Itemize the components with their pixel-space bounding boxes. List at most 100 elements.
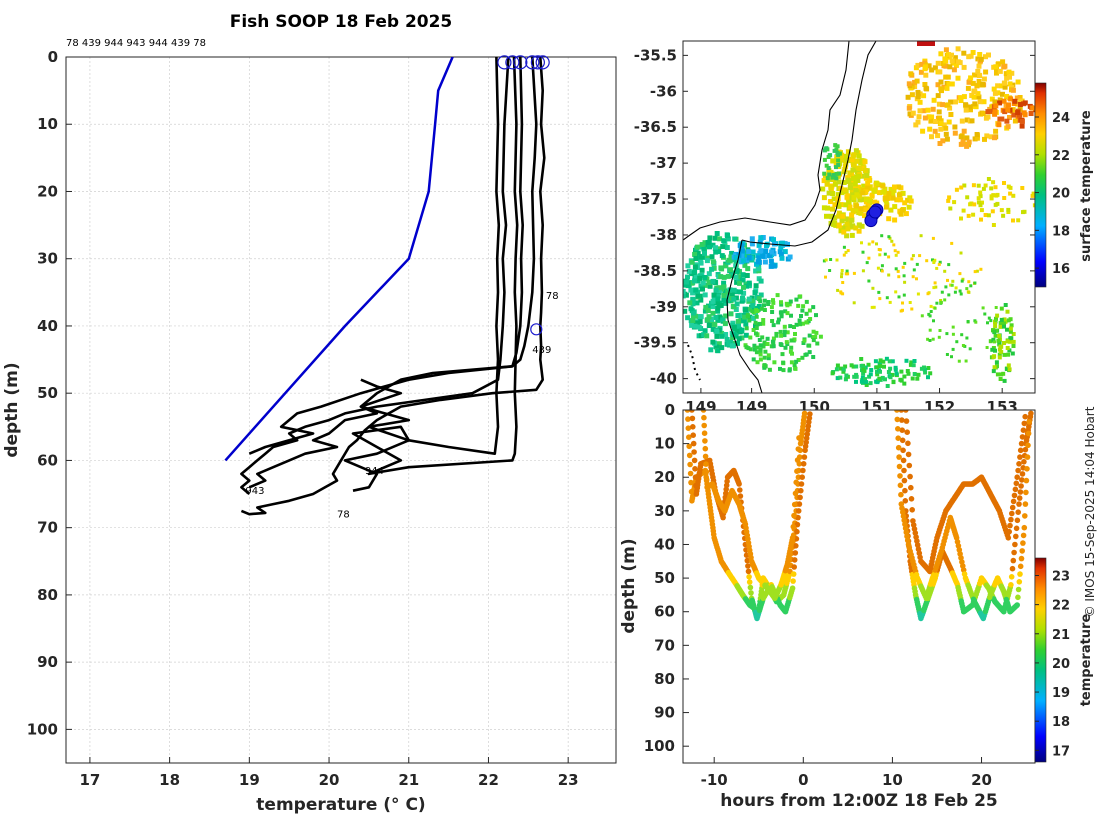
- sst-pixel: [915, 94, 921, 100]
- sst-pixel: [886, 216, 892, 222]
- sst-pixel: [968, 347, 972, 351]
- sst-pixel: [849, 157, 855, 162]
- sst-pixel: [830, 371, 835, 376]
- sst-pixel: [885, 296, 889, 300]
- sst-pixel: [891, 187, 897, 193]
- sst-pixel: [840, 272, 844, 276]
- sst-pixel: [887, 255, 891, 259]
- sst-pixel: [867, 374, 872, 379]
- sst-pixel: [1016, 218, 1021, 223]
- sst-pixel: [919, 366, 924, 371]
- sst-pixel: [751, 357, 756, 362]
- sst-pixel: [732, 236, 738, 242]
- sst-pixel: [907, 195, 913, 201]
- profile-label: 439: [532, 345, 551, 356]
- sst-pixel: [989, 96, 995, 102]
- sst-pixel: [917, 41, 935, 46]
- sst-pixel: [1007, 81, 1013, 87]
- sst-pixel: [981, 306, 985, 310]
- sst-pixel: [1010, 107, 1016, 113]
- sst-pixel: [702, 275, 708, 280]
- sst-pixel: [843, 364, 848, 369]
- sst-pixel: [785, 311, 790, 316]
- sst-pixel: [721, 284, 727, 290]
- sst-pixel: [835, 376, 840, 381]
- map-y-tick-label: -36: [650, 82, 677, 100]
- sst-pixel: [771, 300, 776, 305]
- section-point: [1018, 483, 1024, 489]
- sst-pixel: [892, 184, 897, 190]
- section-point: [794, 468, 800, 475]
- section-point: [895, 444, 902, 451]
- section-x-tick-label: 0: [798, 771, 808, 789]
- sst-pixel: [935, 82, 941, 88]
- sst-pixel: [833, 143, 838, 148]
- section-point: [789, 535, 796, 541]
- sst-pixel: [854, 192, 860, 198]
- sst-pixel: [947, 195, 952, 200]
- sst-pixel: [955, 46, 961, 52]
- sst-pixel: [749, 298, 755, 304]
- sst-pixel: [842, 187, 848, 193]
- sst-pixel: [972, 72, 977, 78]
- sst-pixel: [907, 111, 913, 117]
- sst-pixel: [913, 122, 919, 128]
- sst-pixel: [884, 356, 889, 361]
- sst-pixel: [753, 320, 758, 325]
- sst-pixel: [706, 314, 712, 320]
- sst-pixel: [849, 363, 854, 368]
- sst-pixel: [888, 375, 893, 380]
- sst-pixel: [713, 315, 719, 320]
- sst-pixel: [862, 159, 868, 165]
- sst-pixel: [951, 325, 955, 329]
- section-point: [1025, 430, 1032, 437]
- sst-pixel: [690, 313, 696, 319]
- section-point: [1019, 434, 1026, 440]
- sst-pixel: [766, 356, 771, 361]
- sst-pixel: [937, 69, 943, 75]
- sst-pixel: [754, 350, 759, 355]
- sst-pixel: [986, 213, 991, 218]
- sst-pixel: [824, 258, 828, 262]
- sst-pixel: [855, 189, 861, 195]
- section-point: [746, 574, 752, 580]
- sst-pixel: [703, 304, 709, 310]
- sst-pixel: [910, 110, 916, 116]
- sst-pixel: [761, 344, 766, 349]
- sst-pixel: [859, 223, 865, 229]
- sst-pixel: [890, 195, 896, 201]
- sst-pixel: [910, 257, 914, 261]
- sst-pixel: [994, 70, 999, 76]
- section-point: [1016, 495, 1023, 501]
- sst-pixel: [737, 274, 743, 280]
- sst-pixel: [690, 318, 696, 323]
- section-point: [720, 514, 726, 521]
- sst-pixel: [755, 360, 760, 365]
- sst-pixel: [789, 338, 794, 343]
- sst-pixel: [861, 250, 865, 254]
- sst-pixel: [837, 171, 841, 176]
- sst-pixel: [966, 213, 971, 218]
- profile-label: 78: [546, 291, 559, 302]
- section-point: [1008, 582, 1014, 588]
- section-point: [1013, 480, 1020, 487]
- sst-pixel: [992, 329, 996, 333]
- section-point: [685, 416, 691, 422]
- sst-pixel: [719, 253, 725, 259]
- sst-pixel: [845, 149, 851, 155]
- sst-pixel: [718, 274, 724, 280]
- sst-pixel: [922, 115, 928, 121]
- sst-pixel: [951, 67, 957, 73]
- sst-pixel: [941, 122, 947, 128]
- sst-pixel: [741, 258, 747, 264]
- sst-pixel: [822, 259, 826, 263]
- sst-pixel: [878, 253, 882, 257]
- sst-pixel: [915, 262, 919, 266]
- sst-pixel: [867, 184, 873, 190]
- sst-pixel: [959, 118, 965, 124]
- sst-pixel: [758, 352, 763, 357]
- sst-pixel: [906, 371, 911, 376]
- sst-pixel: [835, 144, 840, 149]
- section-point: [894, 410, 900, 413]
- section-point: [798, 487, 804, 494]
